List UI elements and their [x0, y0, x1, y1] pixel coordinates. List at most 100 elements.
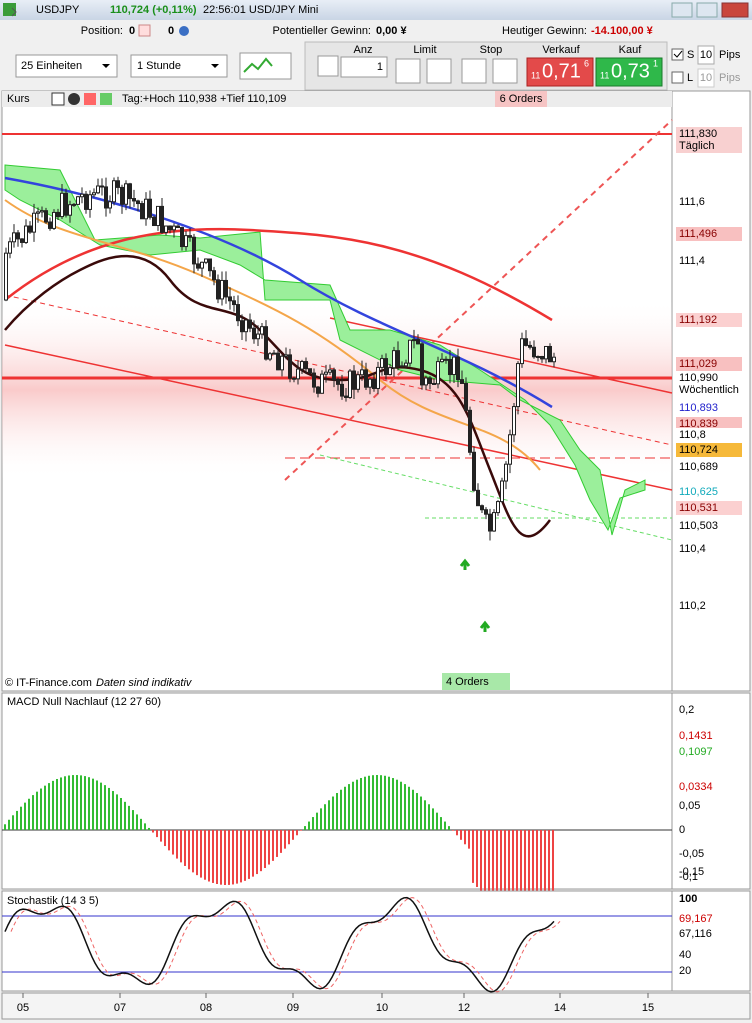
l-checkbox[interactable] — [671, 71, 684, 84]
candle-body — [124, 183, 128, 205]
candle-body — [304, 361, 308, 370]
interval: 1 Stunde — [137, 60, 181, 72]
candle-body — [420, 343, 424, 386]
candle-body — [444, 358, 448, 361]
price-label-box — [676, 371, 742, 397]
order-icon[interactable] — [84, 93, 96, 105]
close-icon[interactable] — [68, 93, 80, 105]
macd-bar — [412, 789, 414, 830]
s-checkbox[interactable] — [671, 48, 684, 61]
macd-bar — [184, 830, 186, 866]
stoch-label: 67,116 — [679, 928, 712, 940]
macd-bar — [88, 777, 90, 830]
stoch-label: 40 — [679, 949, 691, 961]
candle-body — [532, 346, 536, 358]
units-select[interactable] — [15, 54, 118, 78]
macd-bar — [32, 795, 34, 830]
macd-bar — [40, 788, 42, 830]
stoch-label: 20 — [679, 965, 691, 977]
macd-bar — [164, 830, 166, 847]
maximize-button[interactable] — [696, 2, 718, 18]
limit-sell-button[interactable] — [426, 58, 452, 84]
candle-body — [20, 238, 24, 243]
macd-bar — [180, 830, 182, 863]
candle-body — [136, 200, 140, 205]
time-axis — [1, 992, 751, 1020]
candle-body — [468, 409, 472, 453]
macd-bar — [420, 796, 422, 830]
macd-bar — [536, 830, 538, 928]
macd-bar — [392, 778, 394, 830]
macd-bar — [256, 830, 258, 875]
buy-button[interactable] — [595, 57, 663, 87]
macd-bar — [92, 778, 94, 830]
position-value2: 0 — [168, 25, 174, 37]
window-icon[interactable] — [51, 92, 65, 106]
macd-bar — [144, 823, 146, 830]
candle-body — [160, 205, 164, 233]
macd-bar — [352, 781, 354, 830]
close-button[interactable] — [721, 2, 749, 18]
channel-lower — [4, 344, 673, 491]
macd-bar — [324, 804, 326, 830]
candle-body — [512, 406, 516, 436]
candle-body — [108, 201, 112, 209]
candle-body — [92, 192, 96, 196]
orders-bottom-box[interactable] — [442, 673, 510, 690]
price-label-box — [676, 417, 742, 431]
minimize-button[interactable] — [671, 2, 693, 18]
macd-bar — [276, 830, 278, 857]
indicator-button[interactable] — [239, 52, 292, 80]
candle-body — [120, 186, 124, 205]
candle-body — [324, 371, 328, 375]
sell-button[interactable] — [526, 57, 594, 87]
candle-body — [240, 320, 244, 333]
macd-histogram — [4, 775, 554, 944]
candle-body — [376, 366, 380, 389]
s-input[interactable] — [697, 45, 715, 65]
price-note: Wöchentlich — [679, 384, 739, 396]
l-input[interactable] — [697, 68, 715, 88]
orders-top-box[interactable] — [495, 91, 547, 107]
x-label: 15 — [642, 1002, 654, 1014]
interval-select[interactable] — [130, 54, 228, 78]
limit-buy-button[interactable] — [395, 58, 421, 84]
macd-bar — [384, 775, 386, 830]
potential-value: 0,00 ¥ — [376, 25, 407, 37]
macd-bar — [196, 830, 198, 876]
candle-body — [328, 369, 332, 373]
candle-body — [344, 395, 348, 398]
candle-body — [432, 382, 436, 385]
anz-input[interactable] — [340, 56, 388, 78]
price-label: 110,8 — [679, 429, 706, 441]
candle-body — [316, 386, 320, 394]
price-label: 110,893 — [679, 402, 718, 414]
candle-body — [260, 326, 264, 335]
price-label-box — [676, 313, 742, 327]
order-icon[interactable] — [100, 93, 112, 105]
settings-icon[interactable] — [179, 26, 189, 36]
close-position[interactable] — [138, 24, 151, 37]
candle-body — [436, 361, 440, 385]
price-label: 110,990 — [679, 372, 718, 384]
price-label: 111,496 — [679, 228, 717, 240]
macd-bar — [368, 775, 370, 830]
stop-sell-button[interactable] — [492, 58, 518, 84]
macd-bar — [96, 780, 98, 830]
orders-bottom: 4 Orders — [446, 676, 489, 688]
stop-buy-button[interactable] — [461, 58, 487, 84]
macd-bar — [16, 810, 18, 830]
candle-body — [72, 203, 76, 206]
macd-bar — [192, 830, 194, 873]
potential-label: Potentieller Gewinn: — [273, 25, 371, 37]
candle-body — [256, 333, 260, 340]
stoch-lines — [4, 896, 561, 993]
candle-body — [132, 198, 136, 202]
macd-bar — [416, 793, 418, 830]
candle-body — [76, 196, 80, 205]
macd-bar — [248, 830, 250, 879]
tool-button[interactable] — [317, 55, 339, 77]
check — [673, 50, 683, 58]
candle-body — [68, 204, 72, 216]
